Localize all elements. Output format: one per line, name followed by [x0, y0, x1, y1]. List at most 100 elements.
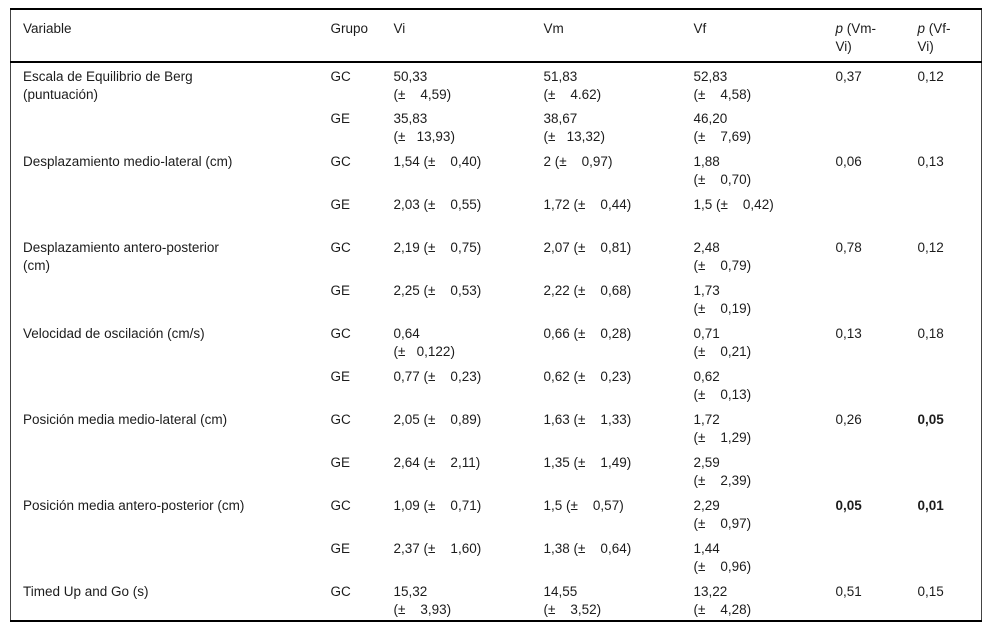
cell-vi: 15,32 (± 3,93) [393, 584, 452, 617]
column-header-vf: Vf [681, 9, 824, 63]
cell-variable: Posición media antero-posterior (cm) [23, 498, 245, 513]
cell-vf: 0,62 (± 0,13) [693, 369, 752, 402]
cell-vm: 51,83 (± 4.62) [543, 69, 602, 102]
cell-vf: 2,59 (± 2,39) [693, 455, 752, 488]
cell-grupo: GE [330, 197, 351, 212]
cell-grupo: GC [330, 154, 351, 169]
cell-vm: 14,55 (± 3,52) [543, 584, 602, 617]
cell-vi: 2,05 (± 0,89) [393, 412, 482, 427]
cell-vf: 2,29 (± 0,97) [693, 498, 752, 531]
cell-vm: 0,62 (± 0,23) [543, 369, 632, 384]
cell-grupo: GC [330, 584, 351, 599]
cell-vm: 38,67 (± 13,32) [543, 111, 605, 144]
column-header-vm: Vm [531, 9, 682, 63]
table-row: Timed Up and Go (s) GC 15,32 (± 3,93) 14,55… [11, 578, 982, 621]
cell-vm: 2 (± 0,97) [543, 154, 613, 169]
cell-vm: 1,5 (± 0,57) [543, 498, 624, 513]
cell-vf: 1,44 (± 0,96) [693, 541, 752, 574]
cell-vf: 1,88 (± 0,70) [693, 154, 752, 187]
cell-grupo: GC [330, 69, 351, 84]
table-row: GE 0,77 (± 0,23) 0,62 (± 0,23) 0,62 (± 0,13… [11, 363, 982, 406]
cell-vm: 1,72 (± 0,44) [543, 197, 632, 212]
header-row: Variable Grupo Vi Vm Vf p (Vm- Vi) p (Vf… [10, 9, 982, 63]
table-row: Desplazamiento medio-lateral (cm) GC 1,54 … [11, 148, 982, 191]
cell-variable: Timed Up and Go (s) [23, 584, 149, 599]
table-row: GE 35,83 (± 13,93) 38,67 (± 13,32) 46,20 (±… [11, 105, 982, 148]
cell-vi: 2,03 (± 0,55) [393, 197, 482, 212]
cell-p-vf-vi: 0,12 [917, 69, 944, 84]
cell-vi: 2,64 (± 2,11) [393, 455, 481, 470]
cell-grupo: GE [330, 369, 351, 384]
cell-variable: Posición media medio-lateral (cm) [23, 412, 228, 427]
cell-grupo: GE [330, 455, 351, 470]
cell-p-vm-vi: 0,06 [835, 154, 862, 169]
table-row: GE 2,03 (± 0,55) 1,72 (± 0,44) 1,5 (± 0,42) [11, 191, 982, 234]
table-row: GE 2,64 (± 2,11) 1,35 (± 1,49) 2,59 (± 2,39… [11, 449, 982, 492]
cell-grupo: GE [330, 283, 351, 298]
cell-vi: 0,77 (± 0,23) [393, 369, 482, 384]
table-row: Posición media antero-posterior (cm) GC 1,… [11, 492, 982, 535]
cell-p-vf-vi: 0,05 [917, 412, 944, 427]
cell-grupo: GC [330, 240, 351, 255]
cell-vi: 50,33 (± 4,59) [393, 69, 452, 102]
cell-vm: 1,35 (± 1,49) [543, 455, 632, 470]
cell-vf: 46,20 (± 7,69) [693, 111, 752, 144]
cell-vf: 1,5 (± 0,42) [693, 197, 774, 212]
table-row: Velocidad de oscilación (cm/s) GC 0,64 (± … [11, 320, 982, 363]
cell-p-vf-vi: 0,18 [917, 326, 944, 341]
cell-vi: 0,64 (± 0,122) [393, 326, 455, 359]
cell-vf: 0,71 (± 0,21) [693, 326, 752, 359]
column-header-p-vm-vi: p (Vm- Vi) [823, 9, 906, 63]
cell-variable: Desplazamiento medio-lateral (cm) [23, 154, 233, 169]
cell-vi: 1,54 (± 0,40) [393, 154, 482, 169]
column-header-vi: Vi [381, 9, 532, 63]
column-header-p-vf-vi: p (Vf- Vi) [905, 9, 982, 63]
p-vm-vi-label: (Vm- Vi) [835, 21, 877, 54]
p-symbol: p [835, 21, 844, 36]
table-row: GE 2,25 (± 0,53) 2,22 (± 0,68) 1,73 (± 0,19… [11, 277, 982, 320]
cell-p-vm-vi: 0,26 [835, 412, 862, 427]
cell-p-vm-vi: 0,37 [835, 69, 862, 84]
cell-vm: 2,22 (± 0,68) [543, 283, 632, 298]
cell-vf: 1,73 (± 0,19) [693, 283, 752, 316]
cell-vf: 13,22 (± 4,28) [693, 584, 752, 617]
cell-p-vm-vi: 0,05 [835, 498, 862, 513]
cell-variable: Escala de Equilibrio de Berg (puntuación… [23, 69, 193, 102]
table-row: Desplazamiento antero-posterior (cm) GC 2,… [11, 234, 982, 277]
cell-p-vf-vi: 0,15 [917, 584, 944, 599]
cell-p-vm-vi: 0,13 [835, 326, 862, 341]
cell-grupo: GC [330, 412, 351, 427]
cell-vi: 1,09 (± 0,71) [393, 498, 482, 513]
cell-vi: 2,19 (± 0,75) [393, 240, 482, 255]
p-vf-vi-label: (Vf- Vi) [917, 21, 951, 54]
cell-variable: Velocidad de oscilación (cm/s) [23, 326, 205, 341]
cell-p-vm-vi: 0,51 [835, 584, 862, 599]
cell-p-vf-vi: 0,13 [917, 154, 944, 169]
cell-grupo: GC [330, 498, 351, 513]
p-symbol: p [917, 21, 926, 36]
cell-variable: Desplazamiento antero-posterior (cm) [23, 240, 219, 273]
column-header-variable: Variable [10, 9, 319, 63]
cell-grupo: GC [330, 326, 351, 341]
cell-vf: 52,83 (± 4,58) [693, 69, 752, 102]
cell-p-vf-vi: 0,01 [917, 498, 944, 513]
table-row: Escala de Equilibrio de Berg (puntuación… [11, 62, 982, 105]
cell-vm: 1,38 (± 0,64) [543, 541, 632, 556]
cell-vm: 2,07 (± 0,81) [543, 240, 632, 255]
cell-vi: 2,25 (± 0,53) [393, 283, 482, 298]
table-row: GE 2,37 (± 1,60) 1,38 (± 0,64) 1,44 (± 0,96… [11, 535, 982, 578]
cell-grupo: GE [330, 541, 351, 556]
cell-grupo: GE [330, 111, 351, 126]
cell-vi: 2,37 (± 1,60) [393, 541, 482, 556]
cell-vf: 1,72 (± 1,29) [693, 412, 752, 445]
cell-vm: 0,66 (± 0,28) [543, 326, 632, 341]
cell-p-vm-vi: 0,78 [835, 240, 862, 255]
cell-vm: 1,63 (± 1,33) [543, 412, 632, 427]
table-row: Posición media medio-lateral (cm) GC 2,05 … [11, 406, 982, 449]
column-header-grupo: Grupo [318, 9, 382, 63]
paper-table-container: Variable Grupo Vi Vm Vf p (Vm- Vi) p (Vf… [10, 8, 982, 622]
cell-vi: 35,83 (± 13,93) [393, 111, 455, 144]
results-table: Variable Grupo Vi Vm Vf p (Vm- Vi) p (Vf… [10, 8, 982, 622]
cell-vf: 2,48 (± 0,79) [693, 240, 752, 273]
cell-p-vf-vi: 0,12 [917, 240, 944, 255]
